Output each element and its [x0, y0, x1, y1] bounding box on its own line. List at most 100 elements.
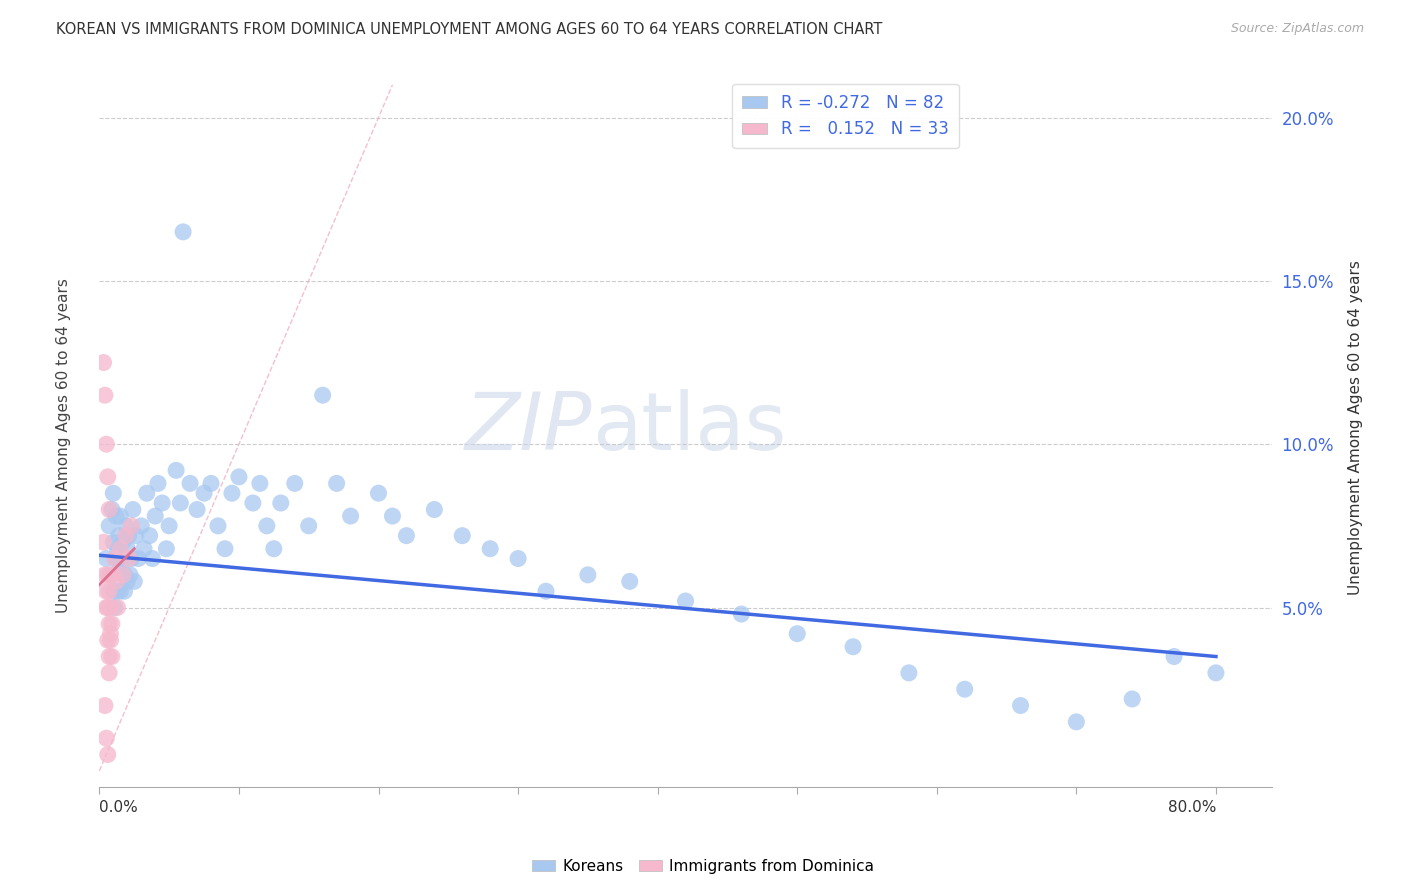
Point [105, 509, 128, 524]
Point [141, 551, 163, 566]
Point [107, 600, 129, 615]
Point [94, 567, 117, 582]
Point [311, 388, 333, 402]
Point [103, 535, 125, 549]
Point [107, 541, 129, 556]
Point [169, 496, 191, 510]
Point [207, 519, 229, 533]
Point [179, 476, 201, 491]
Point [98, 502, 121, 516]
Point [98, 519, 121, 533]
Point [94, 388, 117, 402]
Point [256, 519, 278, 533]
Point [576, 567, 599, 582]
Point [423, 502, 446, 516]
Point [129, 519, 152, 533]
Point [730, 607, 752, 621]
Point [534, 584, 557, 599]
Point [97, 470, 120, 484]
Point [1163, 649, 1185, 664]
Text: ZIP: ZIP [464, 389, 592, 467]
Text: Unemployment Among Ages 60 to 64 years: Unemployment Among Ages 60 to 64 years [56, 278, 70, 614]
Point [395, 529, 418, 543]
Point [100, 633, 122, 648]
Point [118, 529, 141, 543]
Point [103, 486, 125, 500]
Text: 0.0%: 0.0% [100, 800, 138, 815]
Point [108, 529, 131, 543]
Point [135, 486, 157, 500]
Point [105, 551, 128, 566]
Point [100, 626, 122, 640]
Point [98, 665, 121, 680]
Point [1010, 698, 1032, 713]
Point [339, 509, 361, 524]
Point [193, 486, 215, 500]
Point [132, 541, 155, 556]
Point [117, 574, 139, 589]
Point [96, 731, 118, 746]
Point [110, 584, 132, 599]
Point [96, 551, 118, 566]
Point [96, 584, 118, 599]
Point [479, 541, 502, 556]
Point [121, 502, 143, 516]
Point [104, 600, 127, 615]
Point [228, 470, 250, 484]
Point [165, 463, 187, 477]
Point [121, 519, 143, 533]
Point [93, 355, 115, 369]
Point [146, 476, 169, 491]
Point [103, 584, 125, 599]
Point [786, 626, 808, 640]
Point [114, 584, 136, 599]
Y-axis label: Unemployment Among Ages 60 to 64 years: Unemployment Among Ages 60 to 64 years [1348, 260, 1362, 595]
Point [97, 747, 120, 762]
Point [138, 529, 160, 543]
Point [114, 567, 136, 582]
Point [117, 541, 139, 556]
Point [155, 541, 177, 556]
Point [619, 574, 641, 589]
Point [367, 486, 389, 500]
Text: KOREAN VS IMMIGRANTS FROM DOMINICA UNEMPLOYMENT AMONG AGES 60 TO 64 YEARS CORREL: KOREAN VS IMMIGRANTS FROM DOMINICA UNEMP… [56, 22, 883, 37]
Legend: Koreans, Immigrants from Dominica: Koreans, Immigrants from Dominica [526, 853, 880, 880]
Point [122, 574, 145, 589]
Point [100, 600, 122, 615]
Point [124, 529, 146, 543]
Point [118, 551, 141, 566]
Point [115, 529, 138, 543]
Point [127, 551, 149, 566]
Point [98, 616, 121, 631]
Point [101, 502, 124, 516]
Point [298, 519, 321, 533]
Point [110, 541, 132, 556]
Point [143, 509, 166, 524]
Point [112, 535, 135, 549]
Point [270, 496, 292, 510]
Point [96, 600, 118, 615]
Point [104, 551, 127, 566]
Point [506, 551, 529, 566]
Point [157, 519, 180, 533]
Point [242, 496, 264, 510]
Point [121, 551, 143, 566]
Point [107, 584, 129, 599]
Point [214, 541, 236, 556]
Point [325, 476, 347, 491]
Text: Source: ZipAtlas.com: Source: ZipAtlas.com [1230, 22, 1364, 36]
Point [103, 567, 125, 582]
Point [94, 698, 117, 713]
Point [101, 649, 124, 664]
Point [1066, 714, 1088, 729]
Point [1205, 665, 1227, 680]
Legend: R = -0.272   N = 82, R =   0.152   N = 33: R = -0.272 N = 82, R = 0.152 N = 33 [733, 84, 959, 148]
Point [101, 616, 124, 631]
Point [186, 502, 208, 516]
Point [263, 541, 285, 556]
Point [100, 567, 122, 582]
Point [150, 496, 173, 510]
Point [93, 535, 115, 549]
Text: 80.0%: 80.0% [1167, 800, 1216, 815]
Point [96, 437, 118, 451]
